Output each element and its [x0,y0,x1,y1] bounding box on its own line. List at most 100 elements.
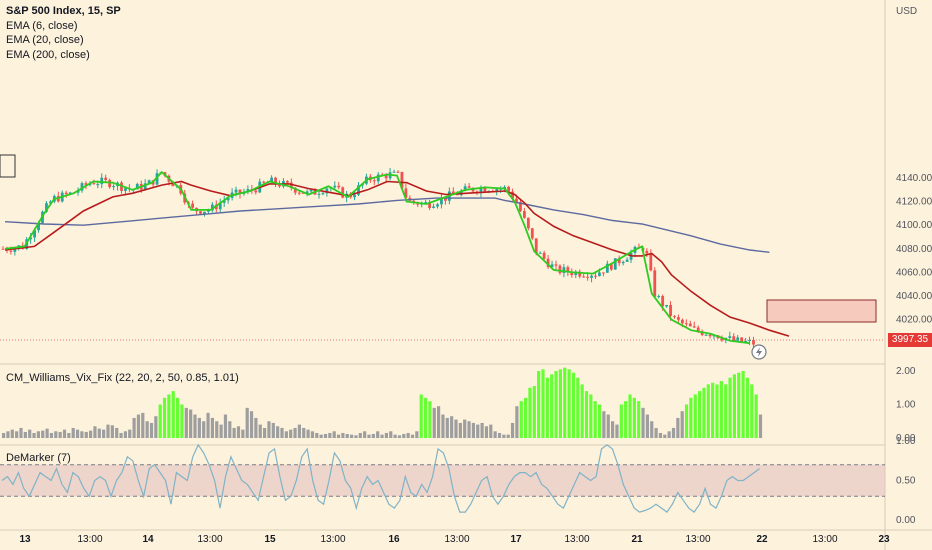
candle-body [80,183,84,191]
time-tick-label: 13:00 [197,534,222,545]
vix-tick-label: 2.00 [896,366,916,377]
candle-body [92,183,96,185]
candle-body [752,340,755,345]
vix-fix-title: CM_Williams_Vix_Fix (22, 20, 2, 50, 0.85… [6,372,239,384]
time-tick-label: 14 [142,534,154,545]
vix-bar [476,424,480,438]
legend-ema6: EMA (6, close) [6,19,78,32]
vix-bar [667,431,671,438]
vix-bar [558,369,562,438]
chart-legend: S&P 500 Index, 15, SP EMA (6, close) EMA… [6,4,121,62]
vix-bar [350,434,354,438]
candle-body [451,191,455,195]
candle-body [234,189,238,193]
vix-bar [684,404,689,438]
vix-bar [210,417,214,438]
vix-bar [289,429,293,438]
candle-body [507,186,510,192]
vix-bar [724,384,728,438]
candle-body [289,182,293,188]
last-price-tag: 3997.35 [888,333,932,347]
candle-body [684,323,688,325]
vix-bar [297,424,301,438]
candle-body [155,173,159,185]
vix-bar [467,421,471,438]
vix-bar [484,426,489,438]
vix-bar [315,432,319,438]
vix-bar [584,391,589,438]
vix-bar [206,412,210,438]
vix-bar [128,429,132,438]
vix-bar [319,434,323,438]
vix-bar [554,371,558,438]
time-tick-label: 15 [264,534,276,545]
vix-bar [737,372,741,438]
vix-bar [423,397,428,438]
candle-body [191,203,194,208]
candle-body [143,183,147,190]
vix-bar [663,434,667,438]
vix-bar [62,429,67,438]
candle-body [688,323,692,327]
candle-body [84,183,88,186]
vix-bar [219,424,223,438]
vix-bar [10,429,14,438]
vix-bar [132,417,136,438]
vix-bar [58,431,62,438]
vix-bar [437,406,441,438]
vix-bar [89,430,93,438]
candle-body [661,296,665,307]
candle-body [325,188,329,194]
candle-body [692,326,696,328]
vix-bar [497,432,502,438]
candle-body [274,177,277,185]
candle-body [732,336,736,341]
vix-bar [223,414,228,438]
vix-bar [115,427,119,438]
vix-bar [110,425,114,438]
demarker-band [0,464,885,497]
vix-bar [158,404,162,438]
candle-body [455,194,459,196]
candle-body [534,238,538,254]
demarker-tick-label: 0.50 [896,476,916,487]
candle-body [96,184,100,186]
candle-body [586,276,589,278]
candle-body [45,203,48,212]
candle-body [483,187,487,192]
candle-body [218,202,222,210]
vix-bar [567,369,571,438]
vix-bar [336,434,341,438]
vix-bar [358,432,362,438]
candle-body [704,334,708,336]
candle-body [617,258,621,264]
vix-bar [263,427,267,438]
candle-body [605,263,609,273]
candle-body [135,183,139,190]
price-tick-label: 4040.00 [896,291,932,302]
vix-bar [332,431,336,438]
vix-bar [741,371,745,438]
demarker-tick-label: 0.00 [896,515,916,526]
candle-body [171,181,175,187]
candle-body [1,248,5,250]
vix-bar [415,431,419,438]
vix-bar [550,374,554,438]
price-tick-label: 4120.00 [896,197,932,208]
candle-body [376,174,380,182]
candle-body [621,261,625,264]
vix-bar [732,374,736,438]
vix-bar [545,377,549,438]
candle-body [649,253,653,271]
candle-body [432,206,435,208]
vix-bar [758,414,763,438]
vix-bar [84,431,88,438]
candle-body [511,191,514,199]
candle-body [210,204,214,211]
candle-body [372,180,376,182]
candle-body [301,192,305,194]
candle-body [428,202,431,208]
vix-bar [715,384,719,438]
candle-body [246,189,250,192]
